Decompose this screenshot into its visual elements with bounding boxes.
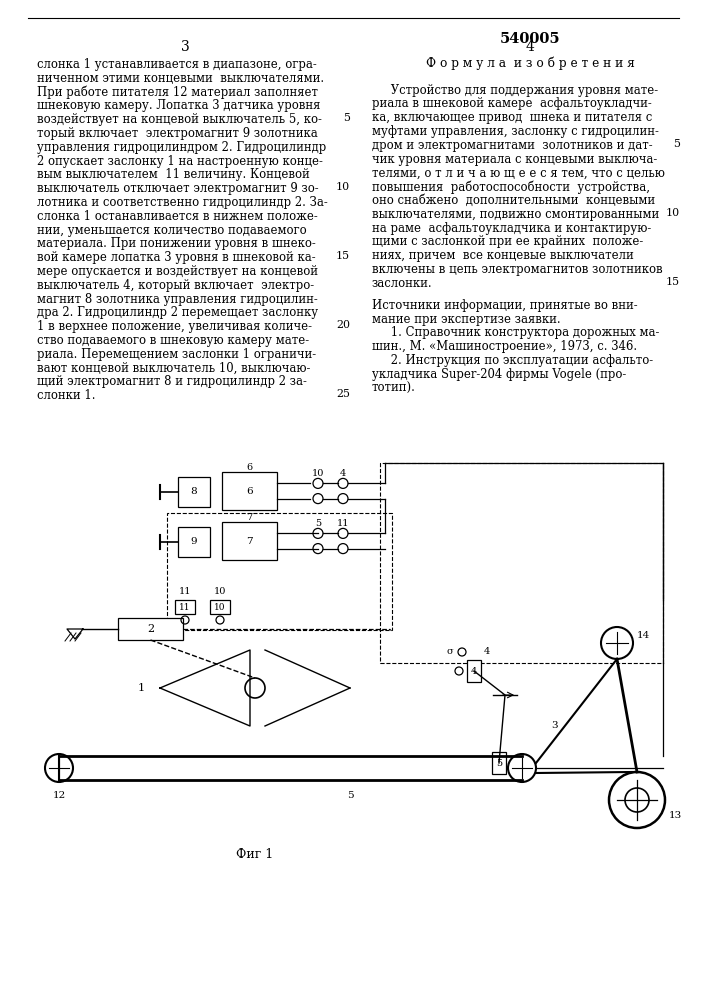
Text: 10: 10 [214, 602, 226, 611]
Bar [210, 600, 230, 614]
Text: При работе питателя 12 материал заполняет: При работе питателя 12 материал заполняе… [37, 86, 318, 99]
Text: 10: 10 [666, 208, 680, 218]
Text: 20: 20 [336, 320, 350, 330]
Text: телями, о т л и ч а ю щ е е с я тем, что с целью: телями, о т л и ч а ю щ е е с я тем, что… [372, 166, 665, 179]
Text: 6: 6 [247, 462, 252, 472]
Text: магнит 8 золотника управления гидроцилин-: магнит 8 золотника управления гидроцилин… [37, 293, 317, 306]
Text: 2 опускает заслонку 1 на настроенную конце-: 2 опускает заслонку 1 на настроенную кон… [37, 155, 323, 168]
Text: 4: 4 [484, 648, 490, 656]
Bar [467, 660, 481, 682]
Text: ниях, причем  все концевые выключатели: ниях, причем все концевые выключатели [372, 249, 633, 262]
Text: 3: 3 [551, 720, 559, 730]
Text: 5: 5 [673, 139, 680, 149]
Bar [178, 477, 210, 507]
Text: 7: 7 [246, 512, 252, 522]
Text: 25: 25 [336, 389, 350, 399]
Text: муфтами управления, заслонку с гидроцилин-: муфтами управления, заслонку с гидроцили… [372, 125, 659, 138]
Text: 5: 5 [343, 113, 350, 123]
Text: тотип).: тотип). [372, 382, 416, 395]
Text: материала. При понижении уровня в шнеко-: материала. При понижении уровня в шнеко- [37, 237, 316, 250]
Bar [222, 472, 277, 510]
Text: 14: 14 [637, 631, 650, 640]
Text: 10: 10 [336, 182, 350, 192]
Text: слонки 1.: слонки 1. [37, 389, 95, 402]
Text: 15: 15 [666, 277, 680, 287]
Text: 7: 7 [246, 536, 253, 546]
Text: 1. Справочник конструктора дорожных ма-: 1. Справочник конструктора дорожных ма- [372, 326, 660, 339]
Text: воздействует на концевой выключатель 5, ко-: воздействует на концевой выключатель 5, … [37, 113, 322, 126]
Text: 15: 15 [336, 251, 350, 261]
Text: 2. Инструкция по эксплуатации асфальто-: 2. Инструкция по эксплуатации асфальто- [372, 354, 653, 367]
Bar [175, 600, 195, 614]
Text: 3: 3 [180, 40, 189, 54]
Text: Фиг 1: Фиг 1 [236, 848, 274, 861]
Text: дром и электромагнитами  золотников и дат-: дром и электромагнитами золотников и дат… [372, 139, 653, 152]
Text: 9: 9 [191, 538, 197, 546]
Text: 540005: 540005 [500, 32, 561, 46]
Text: 5: 5 [315, 519, 321, 528]
Text: 1 в верхнее положение, увеличивая количе-: 1 в верхнее положение, увеличивая количе… [37, 320, 312, 333]
Text: щий электромагнит 8 и гидроцилиндр 2 за-: щий электромагнит 8 и гидроцилиндр 2 за- [37, 375, 307, 388]
Bar [178, 527, 210, 557]
Text: 10: 10 [214, 587, 226, 596]
Text: шин., М. «Машиностроение», 1973, с. 346.: шин., М. «Машиностроение», 1973, с. 346. [372, 340, 637, 353]
Text: Источники информации, принятые во вни-: Источники информации, принятые во вни- [372, 299, 638, 312]
Text: Ф о р м у л а  и з о б р е т е н и я: Ф о р м у л а и з о б р е т е н и я [426, 56, 634, 70]
Text: нии, уменьшается количество подаваемого: нии, уменьшается количество подаваемого [37, 224, 307, 237]
Text: 4: 4 [525, 40, 534, 54]
Text: выключатель отключает электромагнит 9 зо-: выключатель отключает электромагнит 9 зо… [37, 182, 319, 195]
Text: 4: 4 [340, 469, 346, 478]
Text: вой камере лопатка 3 уровня в шнековой ка-: вой камере лопатка 3 уровня в шнековой к… [37, 251, 315, 264]
Bar [222, 522, 277, 560]
Text: σ: σ [446, 648, 453, 656]
Text: вают концевой выключатель 10, выключаю-: вают концевой выключатель 10, выключаю- [37, 362, 310, 375]
Text: 11: 11 [179, 587, 192, 596]
Text: управления гидроцилиндром 2. Гидроцилиндр: управления гидроцилиндром 2. Гидроцилинд… [37, 141, 326, 154]
Text: дра 2. Гидроцилиндр 2 перемещает заслонку: дра 2. Гидроцилиндр 2 перемещает заслонк… [37, 306, 318, 319]
Text: лотника и соответственно гидроцилиндр 2. За-: лотника и соответственно гидроцилиндр 2.… [37, 196, 328, 209]
Text: мере опускается и воздействует на концевой: мере опускается и воздействует на концев… [37, 265, 318, 278]
Text: 10: 10 [312, 469, 325, 478]
Text: выключатель 4, который включает  электро-: выключатель 4, который включает электро- [37, 279, 314, 292]
Text: 11: 11 [180, 602, 191, 611]
Text: 1: 1 [138, 683, 145, 693]
Text: заслонки.: заслонки. [372, 277, 433, 290]
Text: 11: 11 [337, 519, 349, 528]
Text: 5: 5 [346, 792, 354, 800]
Text: щими с заслонкой при ее крайних  положе-: щими с заслонкой при ее крайних положе- [372, 235, 643, 248]
Text: 12: 12 [52, 792, 66, 800]
Text: Устройство для поддержания уровня мате-: Устройство для поддержания уровня мате- [372, 84, 658, 97]
Text: торый включает  электромагнит 9 золотника: торый включает электромагнит 9 золотника [37, 127, 317, 140]
Text: 4: 4 [471, 666, 477, 676]
Text: повышения  работоспособности  устройства,: повышения работоспособности устройства, [372, 180, 650, 194]
Text: оно снабжено  дополнительными  концевыми: оно снабжено дополнительными концевыми [372, 194, 655, 207]
Text: риала. Перемещением заслонки 1 ограничи-: риала. Перемещением заслонки 1 ограничи- [37, 348, 316, 361]
Text: слонка 1 устанавливается в диапазоне, огра-: слонка 1 устанавливается в диапазоне, ог… [37, 58, 317, 71]
Text: 2: 2 [147, 624, 154, 634]
Text: 8: 8 [191, 488, 197, 496]
Text: ство подаваемого в шнековую камеру мате-: ство подаваемого в шнековую камеру мате- [37, 334, 309, 347]
Bar [380, 463, 663, 663]
Text: мание при экспертизе заявки.: мание при экспертизе заявки. [372, 313, 561, 326]
Text: чик уровня материала с концевыми выключа-: чик уровня материала с концевыми выключа… [372, 153, 658, 166]
Bar [167, 513, 392, 630]
Text: 13: 13 [669, 810, 682, 820]
Text: ниченном этими концевыми  выключателями.: ниченном этими концевыми выключателями. [37, 72, 324, 85]
Text: на раме  асфальтоукладчика и контактирую-: на раме асфальтоукладчика и контактирую- [372, 222, 651, 235]
Bar [492, 752, 506, 774]
Bar [118, 618, 183, 640]
Text: включены в цепь электромагнитов золотников: включены в цепь электромагнитов золотник… [372, 263, 662, 276]
Text: 5: 5 [496, 758, 502, 768]
Text: слонка 1 останавливается в нижнем положе-: слонка 1 останавливается в нижнем положе… [37, 210, 317, 223]
Text: 6: 6 [246, 487, 253, 495]
Text: ка, включающее привод  шнека и питателя с: ка, включающее привод шнека и питателя с [372, 111, 653, 124]
Text: укладчика Super-204 фирмы Vogele (про-: укладчика Super-204 фирмы Vogele (про- [372, 368, 626, 381]
Text: риала в шнековой камере  асфальтоукладчи-: риала в шнековой камере асфальтоукладчи- [372, 97, 652, 110]
Text: выключателями, подвижно смонтированными: выключателями, подвижно смонтированными [372, 208, 659, 221]
Text: вым выключателем  11 величину. Концевой: вым выключателем 11 величину. Концевой [37, 168, 310, 181]
Text: шнековую камеру. Лопатка 3 датчика уровня: шнековую камеру. Лопатка 3 датчика уровн… [37, 99, 320, 112]
